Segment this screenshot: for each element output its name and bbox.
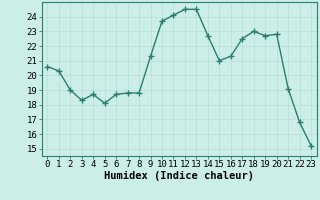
X-axis label: Humidex (Indice chaleur): Humidex (Indice chaleur) xyxy=(104,171,254,181)
